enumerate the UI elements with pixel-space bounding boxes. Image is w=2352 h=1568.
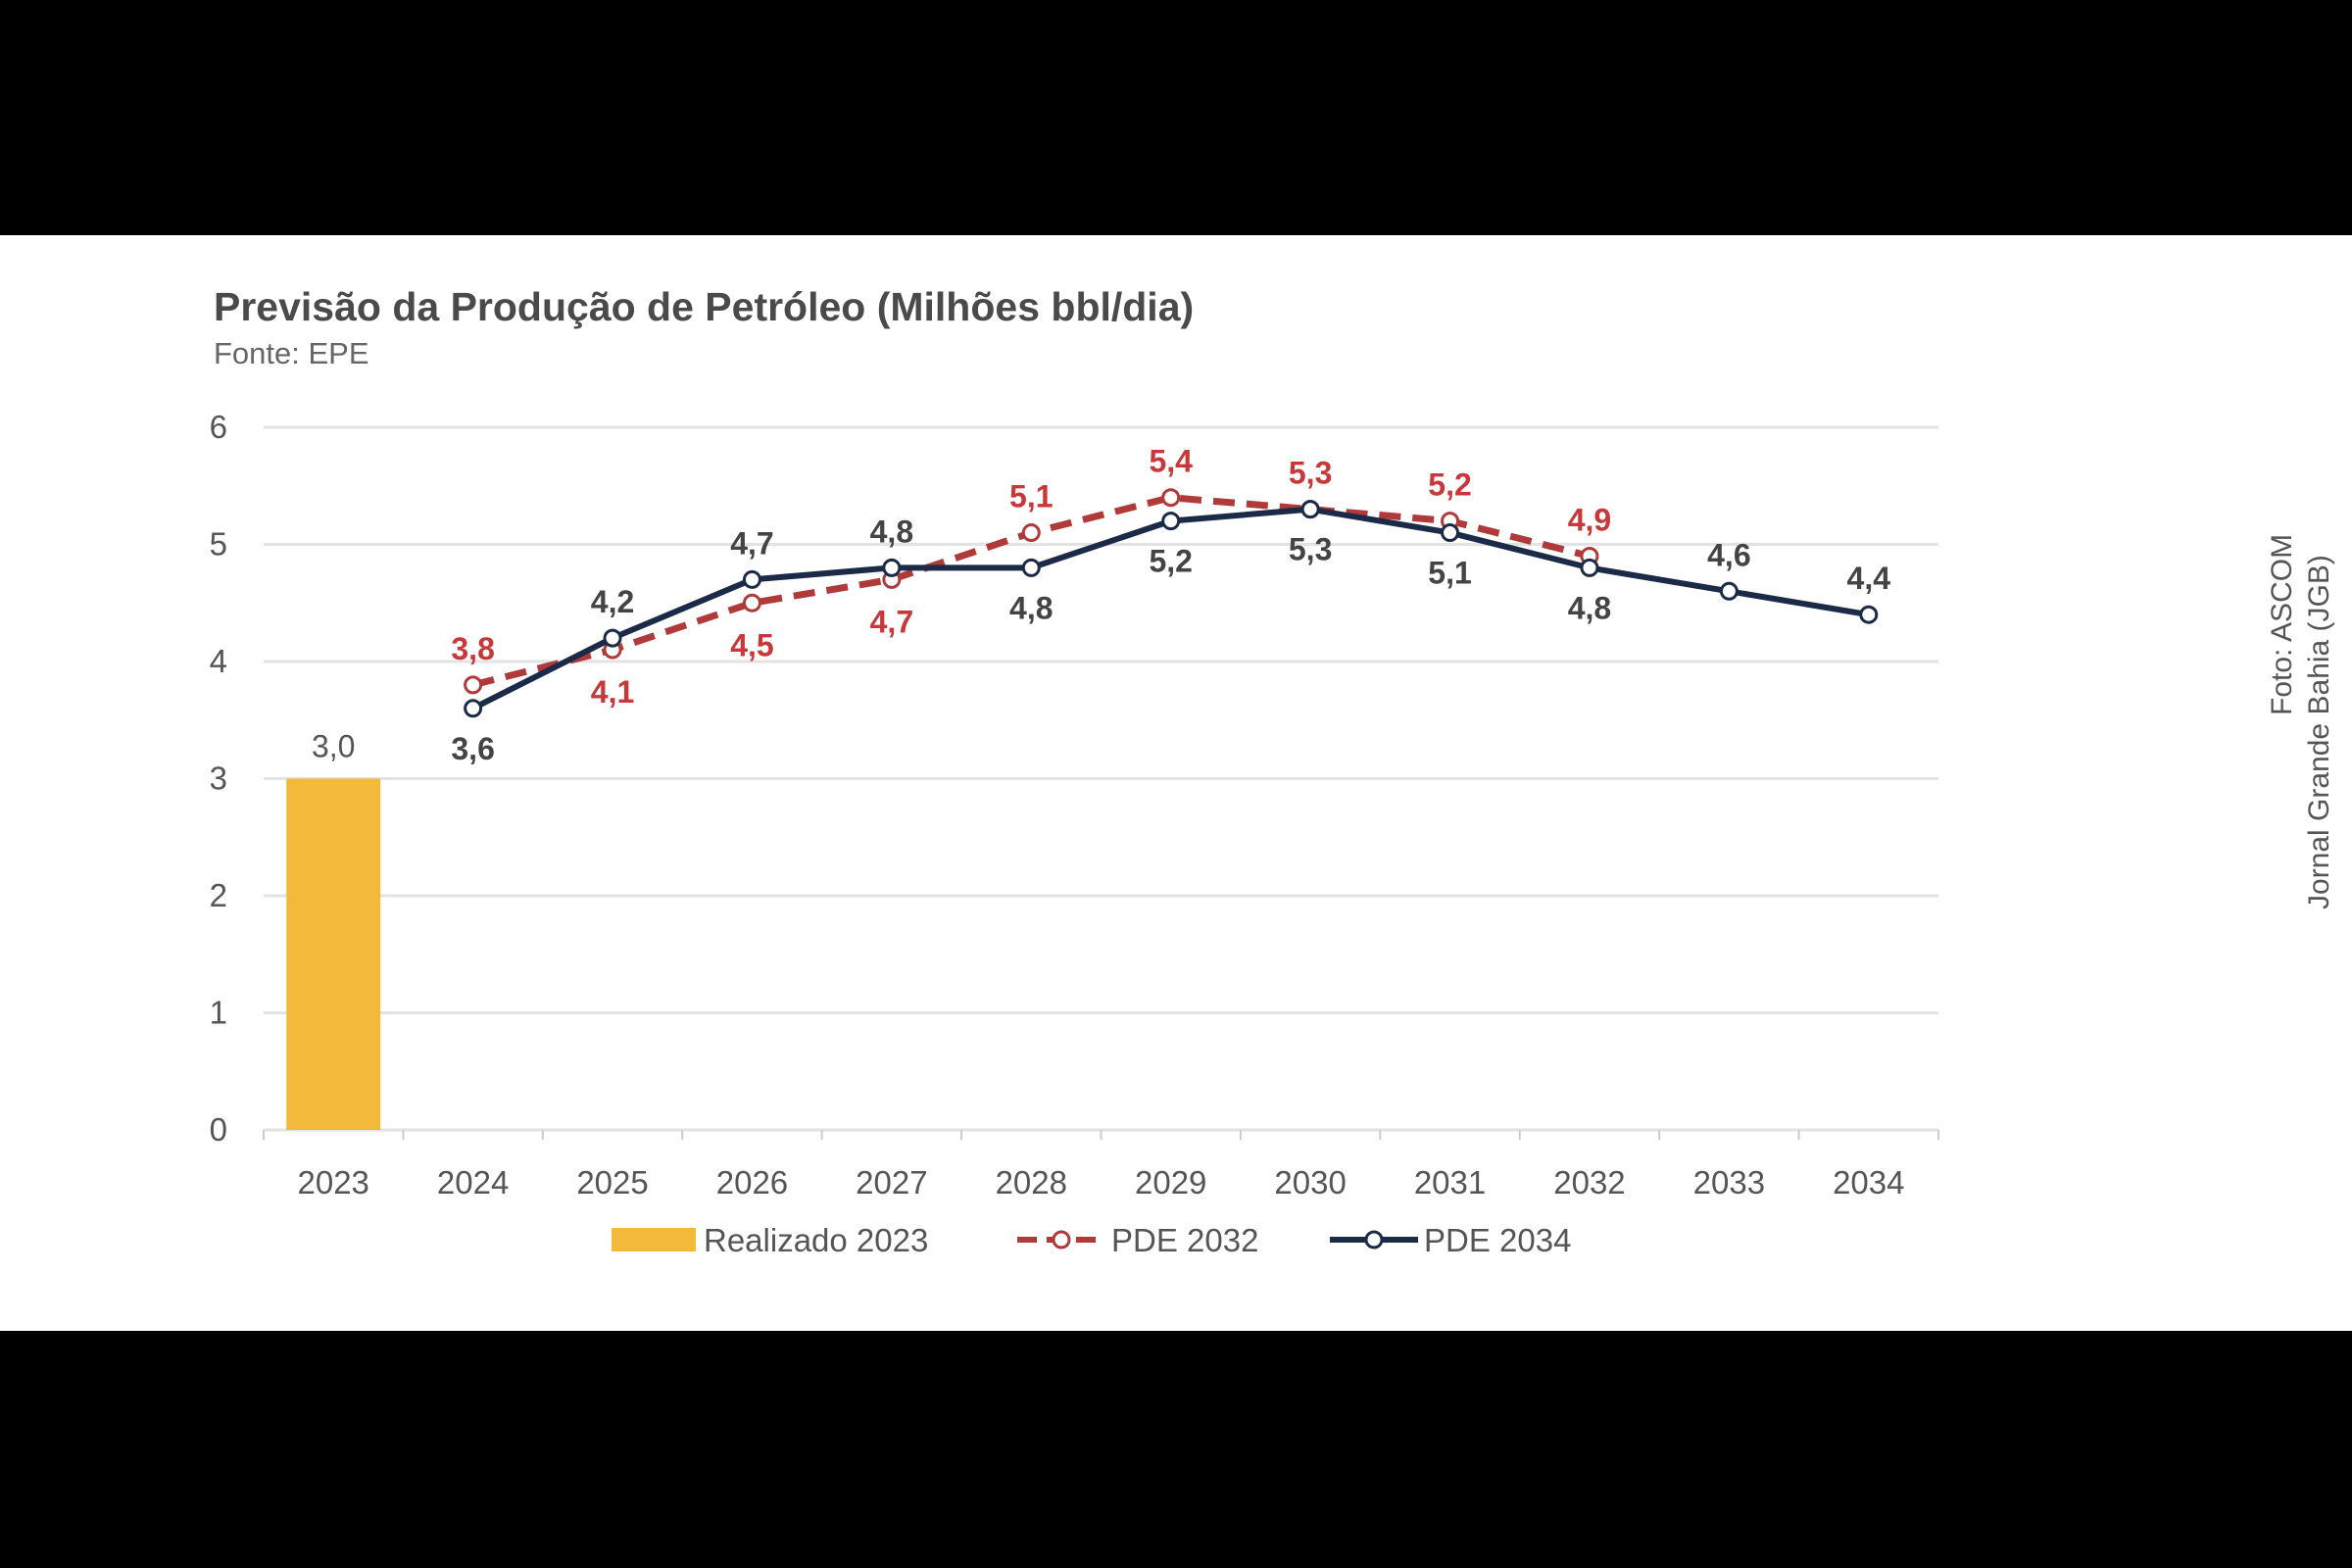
legend-label: PDE 2032 — [1111, 1222, 1258, 1258]
data-label-pde2032: 4,7 — [870, 604, 913, 639]
data-label-pde2034: 4,8 — [1568, 590, 1611, 625]
x-tick-label: 2030 — [1274, 1164, 1346, 1200]
x-tick-label: 2025 — [576, 1164, 648, 1200]
chart-subtitle: Fonte: EPE — [214, 336, 369, 370]
marker-pde-2034 — [603, 628, 622, 648]
marker-pde-2034 — [742, 569, 761, 589]
x-tick-label: 2026 — [716, 1164, 788, 1200]
x-tick-label: 2031 — [1414, 1164, 1486, 1200]
data-label-pde2032: 3,8 — [451, 631, 494, 666]
y-tick-label: 3 — [210, 760, 227, 797]
y-tick-label: 2 — [210, 877, 227, 913]
legend-label: Realizado 2023 — [704, 1222, 928, 1258]
data-label-pde2032: 4,1 — [591, 674, 634, 710]
data-label-pde2034: 4,2 — [591, 584, 634, 619]
x-tick-label: 2028 — [996, 1164, 1067, 1200]
marker-pde-2034 — [1441, 523, 1460, 543]
marker-pde-2032 — [1021, 523, 1041, 543]
y-tick-label: 6 — [210, 409, 227, 445]
bar-realizado-2023 — [286, 778, 381, 1130]
legend-swatch-realizado — [612, 1228, 696, 1251]
x-tick-label: 2032 — [1553, 1164, 1625, 1200]
data-label-pde2032: 5,1 — [1009, 479, 1053, 514]
y-tick-label: 5 — [210, 526, 227, 563]
marker-pde-2034 — [1300, 500, 1320, 519]
marker-pde-2034 — [1859, 605, 1879, 624]
data-label-pde2034: 5,1 — [1428, 556, 1471, 591]
data-label-pde2032: 5,3 — [1289, 456, 1332, 491]
data-label-pde2034: 4,7 — [730, 525, 773, 561]
marker-pde-2032 — [1161, 488, 1181, 508]
legend-marker-pde2032 — [1052, 1230, 1071, 1250]
data-label-pde2034: 4,6 — [1707, 537, 1750, 572]
x-tick-label: 2034 — [1833, 1164, 1904, 1200]
legend-label: PDE 2034 — [1424, 1222, 1571, 1258]
data-label-pde2032: 5,4 — [1149, 444, 1193, 479]
data-label-pde2034: 4,4 — [1847, 561, 1891, 596]
data-label-pde2034: 4,8 — [1009, 590, 1053, 625]
marker-pde-2034 — [1719, 581, 1739, 601]
x-tick-label: 2033 — [1693, 1164, 1765, 1200]
data-label: 3,0 — [312, 729, 355, 764]
y-tick-label: 1 — [210, 995, 227, 1031]
y-tick-label: 4 — [210, 643, 227, 679]
line-pde-2034 — [471, 506, 1870, 711]
legend-marker-pde2034 — [1364, 1230, 1384, 1250]
marker-pde-2032 — [742, 593, 761, 612]
watermark-photo-credit: Foto: ASCOM — [2266, 533, 2298, 715]
x-tick-label: 2027 — [856, 1164, 927, 1200]
marker-pde-2034 — [1021, 558, 1041, 577]
chart-title: Previsão da Produção de Petróleo (Milhõe… — [214, 284, 1195, 329]
watermark-publisher: Jornal Grande Bahia (JGB) — [2303, 555, 2335, 909]
x-tick-label: 2024 — [437, 1164, 509, 1200]
data-label-pde2034: 5,3 — [1289, 532, 1332, 567]
data-label-pde2032: 5,2 — [1428, 467, 1471, 503]
data-label-pde2032: 4,9 — [1568, 502, 1611, 537]
marker-pde-2034 — [1580, 558, 1599, 577]
x-tick-label: 2023 — [297, 1164, 368, 1200]
y-tick-label: 0 — [210, 1111, 227, 1148]
data-label-pde2034: 3,6 — [451, 731, 494, 766]
marker-pde-2034 — [1161, 512, 1181, 531]
marker-pde-2034 — [464, 699, 483, 718]
x-tick-label: 2029 — [1135, 1164, 1206, 1200]
data-label-pde2034: 5,2 — [1149, 544, 1192, 579]
data-label-pde2034: 4,8 — [870, 514, 913, 549]
marker-pde-2032 — [464, 675, 483, 695]
chart-panel — [0, 235, 2352, 1331]
marker-pde-2034 — [882, 558, 902, 577]
data-label-pde2032: 4,5 — [730, 627, 773, 662]
